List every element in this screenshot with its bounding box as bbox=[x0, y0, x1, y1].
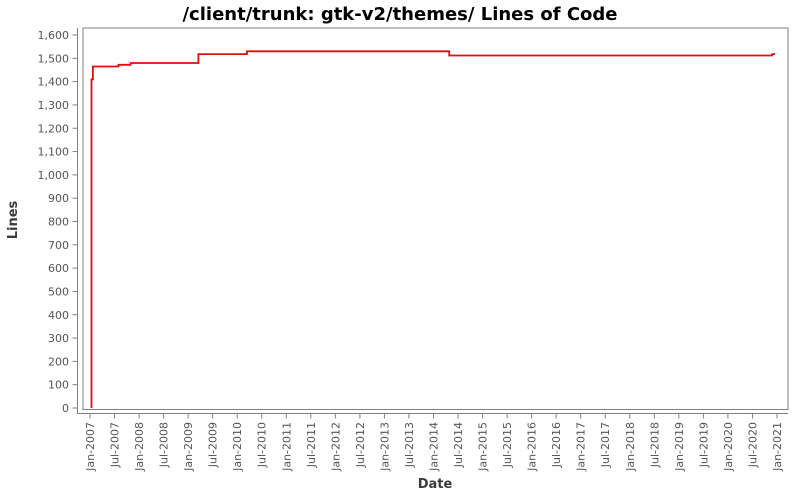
y-tick-label: 1,200 bbox=[38, 122, 70, 135]
x-tick-label: Jan-2013 bbox=[378, 422, 391, 472]
x-tick-label: Jul-2013 bbox=[403, 422, 416, 468]
x-tick-label: Jul-2018 bbox=[648, 422, 661, 468]
x-tick-label: Jul-2007 bbox=[109, 422, 122, 468]
y-tick-label: 800 bbox=[48, 216, 69, 229]
y-tick-label: 1,500 bbox=[38, 52, 70, 65]
x-tick-label: Jan-2009 bbox=[182, 422, 195, 472]
x-tick-label: Jul-2011 bbox=[305, 422, 318, 468]
x-axis-title: Date bbox=[418, 477, 453, 492]
x-tick-label: Jan-2011 bbox=[280, 422, 293, 472]
loc-series-line bbox=[90, 50, 775, 408]
y-tick-label: 700 bbox=[48, 239, 69, 252]
y-tick-label: 600 bbox=[48, 262, 69, 275]
x-tick-label: Jul-2020 bbox=[746, 422, 759, 468]
y-tick-label: 1,100 bbox=[38, 146, 70, 159]
x-tick-label: Jan-2020 bbox=[722, 422, 735, 472]
y-tick-label: 300 bbox=[48, 332, 69, 345]
x-tick-label: Jul-2016 bbox=[550, 422, 563, 468]
x-tick-label: Jan-2021 bbox=[771, 422, 784, 472]
x-tick-label: Jul-2012 bbox=[354, 422, 367, 468]
plot-border bbox=[82, 27, 789, 410]
x-tick-label: Jul-2014 bbox=[452, 422, 465, 468]
x-tick-label: Jul-2017 bbox=[599, 422, 612, 468]
y-tick-label: 1,000 bbox=[38, 169, 70, 182]
x-tick-label: Jan-2014 bbox=[427, 422, 440, 472]
x-tick-label: Jan-2019 bbox=[673, 422, 686, 472]
y-tick-label: 1,600 bbox=[38, 29, 70, 42]
x-tick-label: Jan-2018 bbox=[624, 422, 637, 472]
x-tick-label: Jul-2010 bbox=[256, 422, 269, 468]
x-tick-label: Jul-2008 bbox=[158, 422, 171, 468]
x-tick-label: Jul-2009 bbox=[207, 422, 220, 468]
y-axis-title: Lines bbox=[6, 200, 21, 239]
x-tick-label: Jan-2008 bbox=[133, 422, 146, 472]
y-tick-label: 100 bbox=[48, 379, 69, 392]
y-tick-label: 1,400 bbox=[38, 76, 70, 89]
y-tick-label: 900 bbox=[48, 192, 69, 205]
x-tick-label: Jan-2010 bbox=[231, 422, 244, 472]
x-tick-label: Jan-2017 bbox=[575, 422, 588, 472]
y-tick-label: 1,300 bbox=[38, 99, 70, 112]
x-tick-label: Jan-2016 bbox=[526, 422, 539, 472]
x-tick-label: Jan-2007 bbox=[84, 422, 97, 472]
y-tick-label: 200 bbox=[48, 355, 69, 368]
x-tick-label: Jan-2012 bbox=[329, 422, 342, 472]
plot-area: 0 100 200 300 400 500 600 700 800 900 1,000 1,100 1,… bbox=[38, 27, 789, 472]
x-tick-label: Jan-2015 bbox=[477, 422, 490, 472]
y-tick-label: 500 bbox=[48, 285, 69, 298]
chart-title: /client/trunk: gtk-v2/themes/ Lines of C… bbox=[182, 4, 617, 25]
y-tick-label: 0 bbox=[62, 402, 69, 415]
x-tick-label: Jul-2019 bbox=[697, 422, 710, 468]
y-tick-label: 400 bbox=[48, 309, 69, 322]
x-tick-label: Jul-2015 bbox=[501, 422, 514, 468]
